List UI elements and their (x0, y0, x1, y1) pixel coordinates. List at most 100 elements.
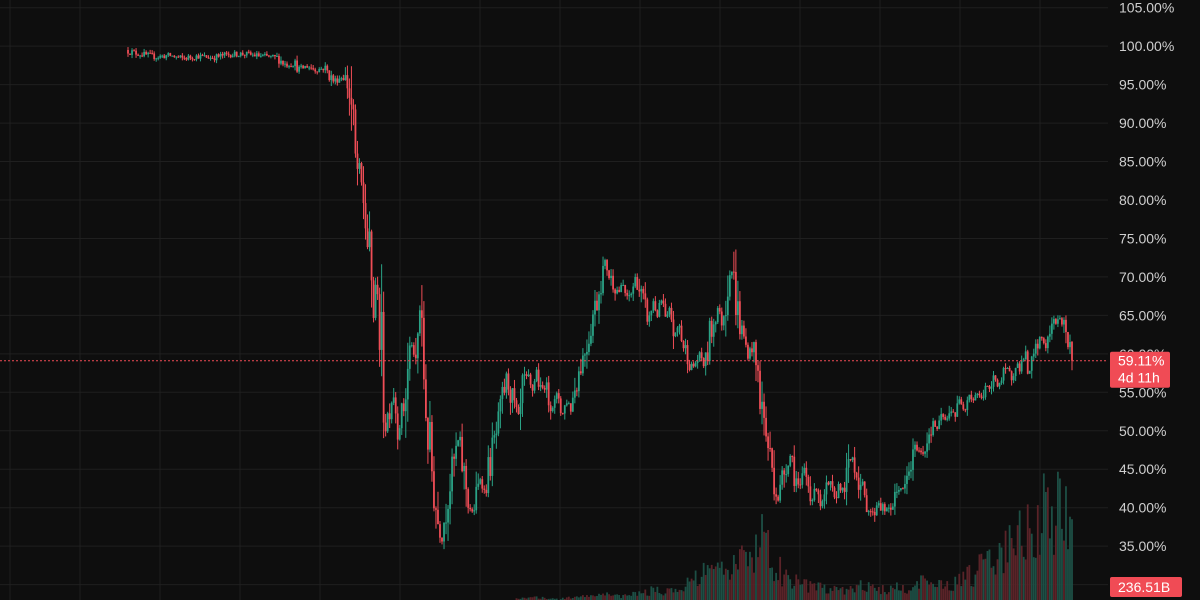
candle-up (724, 315, 727, 317)
volume-bar (833, 585, 836, 600)
volume-bar (634, 592, 637, 600)
volume-bar (861, 589, 864, 600)
candle-up (398, 428, 401, 440)
candle-up (318, 69, 321, 73)
candle-up (374, 284, 377, 318)
volume-bar (1010, 538, 1013, 600)
volume-bar (690, 578, 693, 600)
candle-down (692, 363, 695, 367)
volume-bar (537, 598, 540, 600)
candle-down (612, 275, 614, 290)
volume-bar (813, 583, 816, 600)
volume-bar (712, 569, 715, 600)
candle-up (948, 413, 951, 419)
volume-bar (936, 587, 939, 600)
volume-bar (718, 567, 721, 600)
candle-down (656, 310, 659, 317)
candle-down (922, 452, 924, 454)
candle-down (972, 399, 975, 401)
candle-up (533, 381, 536, 391)
candle-down (672, 319, 675, 337)
candle-down (889, 507, 892, 510)
volume-bar (811, 583, 814, 600)
volume-bar (543, 597, 546, 600)
candle-up (147, 52, 150, 55)
volume-bar (519, 598, 522, 600)
volume-bar (962, 571, 965, 600)
volume-bar (710, 564, 713, 600)
volume-bar (642, 593, 645, 600)
candle-down (314, 69, 317, 72)
y-tick-label: 70.00% (1119, 269, 1166, 285)
volume-bar (930, 582, 933, 600)
volume-bar (910, 590, 912, 600)
candle-down (503, 386, 506, 393)
candle-up (410, 345, 413, 347)
candle-up (787, 465, 790, 475)
volume-bar (863, 590, 866, 600)
candle-down (1026, 351, 1029, 374)
volume-bar (628, 595, 631, 600)
candle-up (887, 507, 890, 509)
candle-down (618, 289, 621, 293)
volume-bar (531, 597, 534, 600)
candle-down (465, 465, 468, 490)
candle-down (135, 50, 137, 55)
candle-down (225, 52, 228, 54)
candle-up (881, 504, 884, 511)
candle-up (527, 374, 530, 377)
candle-up (344, 75, 347, 81)
volume-bar (694, 570, 697, 600)
candle-down (181, 55, 184, 58)
candle-down (509, 389, 512, 403)
candle-up (976, 393, 979, 395)
volume-bar (652, 587, 655, 600)
candle-up (429, 421, 431, 450)
volume-bar (747, 566, 749, 600)
candle-down (1054, 319, 1057, 324)
volume-bar (893, 589, 896, 600)
volume-bar (523, 597, 526, 600)
candle-down (783, 470, 786, 475)
candle-up (292, 66, 294, 68)
candle-up (604, 260, 606, 266)
y-tick-label: 85.00% (1119, 154, 1166, 170)
candle-down (849, 459, 852, 461)
y-axis: 105.00% 100.00% 95.00% 90.00% 85.00% 80.00% 75… (1119, 0, 1174, 593)
candle-down (644, 293, 647, 300)
candle-down (282, 60, 284, 65)
candle-down (221, 53, 224, 56)
volume-bar (898, 590, 900, 600)
candle-down (638, 289, 641, 292)
volume-bar (573, 596, 576, 600)
candle-down (843, 487, 846, 492)
candle-down (871, 511, 874, 513)
candle-down (286, 63, 288, 67)
candle-up (255, 53, 258, 57)
candle-up (825, 482, 828, 495)
candle-up (386, 413, 389, 432)
candle-up (563, 405, 566, 414)
volume-bar (1057, 471, 1059, 600)
candle-down (608, 270, 610, 278)
candle-up (801, 473, 804, 485)
volume-bar (761, 514, 763, 600)
candle-down (322, 68, 325, 71)
candle-down (364, 203, 367, 229)
candle-up (704, 352, 707, 367)
candle-down (151, 52, 154, 54)
candle-up (390, 402, 393, 420)
candle-up (1048, 333, 1051, 337)
volume-label: 236.51B (1118, 579, 1170, 595)
candle-down (680, 325, 683, 341)
volume-bar (998, 543, 1001, 600)
volume-bar (944, 586, 947, 600)
volume-bar (900, 590, 902, 600)
candle-down (453, 456, 455, 459)
candle-down (962, 404, 965, 410)
candle-up (1069, 342, 1071, 348)
candle-up (600, 293, 602, 295)
candle-down (853, 457, 856, 473)
candle-down (153, 53, 156, 59)
candle-down (328, 70, 331, 81)
